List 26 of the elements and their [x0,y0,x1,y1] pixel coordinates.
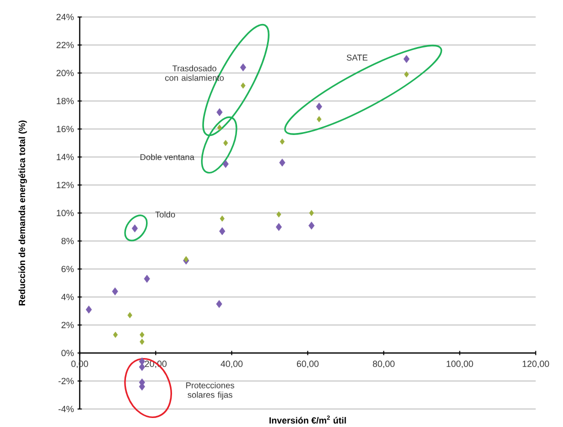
y-tick-label: 10% [56,210,74,216]
y-tick-label: 2% [62,322,74,328]
y-tick-label: 18% [56,98,74,104]
x-axis-title: Inversión €/m$^{2}$ útil [270,416,346,424]
y-tick-label: 20% [56,70,74,76]
annotation: Protecciones solares fijas [186,382,234,400]
y-tick-label: 16% [56,126,74,132]
y-tick-label: 24% [56,14,74,20]
y-axis-title: Reducción de demanda energética total (%) [18,120,27,306]
x-tick-label: 100,00 [446,360,474,368]
annotation: Toldo [155,211,175,218]
x-tick-label: 60,00 [296,360,319,368]
y-tick-label: 12% [56,182,74,188]
y-tick-label: 8% [61,238,74,244]
y-tick-label: 6% [62,266,74,272]
y-tick-label: 0% [61,350,74,356]
y-tick-label: 22% [56,42,74,48]
x-tick-label: 80,00 [372,360,395,368]
x-tick-label: 120,00 [522,360,550,368]
annotation: Doble ventana [140,154,194,160]
y-tick-label: 4% [61,294,74,300]
annotation: SATE [346,54,368,61]
y-tick-label: -2% [58,378,74,384]
x-tick-label: 40,00 [220,360,243,368]
y-tick-label: 14% [56,154,74,160]
y-tick-label: -4% [58,406,74,412]
